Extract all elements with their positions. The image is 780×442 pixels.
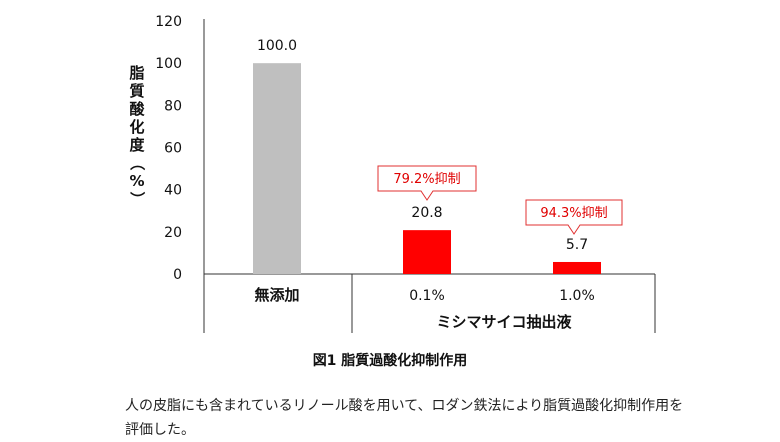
bar (403, 230, 451, 274)
y-tick-label: 0 (173, 267, 182, 283)
labels: 100.0 20.8 5.7 無添加 0.1% 1.0% ミシマサイコ抽出液 79.2%抑制 9… (254, 38, 623, 331)
y-axis-label-char: 酸 (129, 100, 145, 118)
y-tick-label: 120 (155, 14, 182, 30)
bar (553, 261, 601, 274)
figure-caption: 図1 脂質過酸化抑制作用 (312, 353, 468, 369)
y-axis-label-char: 質 (129, 82, 144, 100)
category-label: 0.1% (409, 288, 445, 304)
y-axis-label-char: （ (128, 155, 146, 170)
bars (253, 63, 601, 274)
y-tick-label: 60 (164, 141, 182, 157)
figure-description: 人の皮脂にも含まれているリノール酸を用いて、ロダン鉄法により脂質過酸化抑制作用を… (125, 398, 684, 438)
annotation-callout (525, 199, 623, 235)
category-label: 無添加 (254, 286, 299, 304)
bar-value-label: 20.8 (411, 205, 442, 221)
y-axis-label-char: 度 (129, 136, 145, 154)
bar-value-label: 5.7 (566, 237, 588, 253)
annotation-text: 79.2%抑制 (393, 172, 460, 187)
y-axis-label-char: ） (128, 191, 146, 206)
y-axis-label-char: 脂 (129, 64, 144, 82)
y-tick-label: 40 (164, 183, 182, 199)
y-axis-label-char: % (129, 172, 144, 190)
group-label: ミシマサイコ抽出液 (436, 313, 572, 331)
bar (253, 63, 301, 274)
bar-value-label: 100.0 (257, 38, 297, 54)
y-tick-label: 100 (155, 56, 182, 72)
y-tick-label: 20 (164, 225, 182, 241)
y-tick-label: 80 (164, 98, 182, 114)
y-axis-label-char: 化 (129, 118, 144, 136)
annotation-callout (377, 165, 477, 201)
category-label: 1.0% (559, 288, 595, 304)
annotation-text: 94.3%抑制 (540, 206, 607, 221)
